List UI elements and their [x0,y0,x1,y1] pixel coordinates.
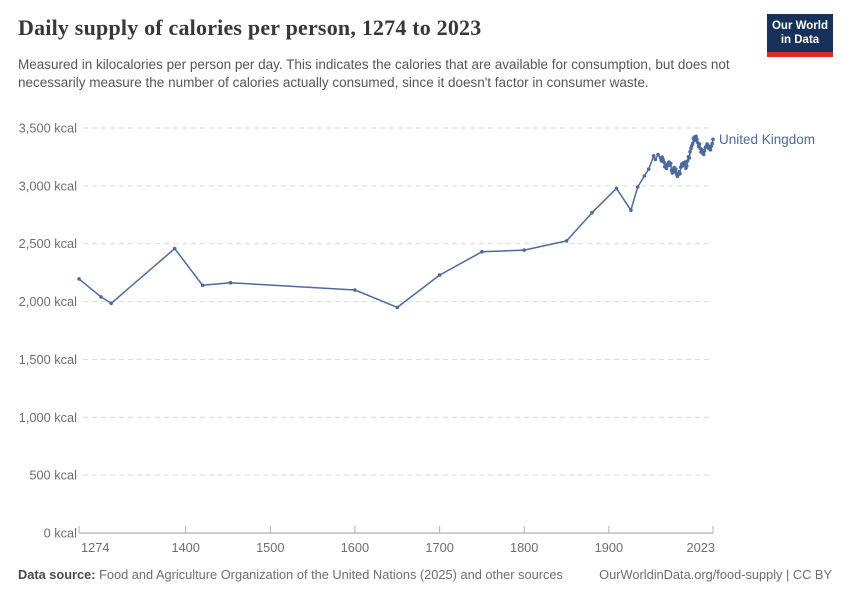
series-line [78,135,714,309]
x-axis-tick-label: 1600 [341,540,369,555]
x-axis: 1274 1400 1500 1600 1700 1800 1900 2023 [78,526,715,555]
license-link[interactable]: CC BY [792,567,832,582]
owid-logo-line1: Our World [771,20,828,32]
y-axis-tick-label: 1,000 kcal [19,410,77,425]
license-area: OurWorldinData.org/food-supply | CC BY [599,567,832,582]
gridlines [83,127,713,476]
owid-url-link[interactable]: OurWorldinData.org/food-supply [599,567,783,582]
x-axis-tick-label: 1900 [595,540,623,555]
owid-logo-line2: in Data [780,34,820,47]
data-source: Data source: Food and Agriculture Organi… [18,567,563,582]
x-axis-tick-label: 2023 [687,540,715,555]
chart-footer: Data source: Food and Agriculture Organi… [0,567,850,582]
y-axis-tick-label: 2,500 kcal [19,236,77,251]
y-axis-tick-label: 0 kcal [44,526,77,541]
x-axis-tick-label: 1274 [81,540,109,555]
y-axis-tick-label: 500 kcal [29,468,77,483]
x-axis-tick-label: 1800 [510,540,538,555]
y-axis-tick-label: 3,500 kcal [19,121,77,136]
x-axis-tick-label: 1500 [256,540,284,555]
x-axis-tick-label: 1400 [171,540,199,555]
y-axis-tick-label: 1,500 kcal [19,352,77,367]
y-axis-tick-label: 2,000 kcal [19,294,77,309]
license-separator: | [782,567,793,582]
x-axis-tick-label: 1700 [425,540,453,555]
data-point-markers [77,134,715,310]
y-axis-tick-labels: 0 kcal 500 kcal 1,000 kcal 1,500 kcal 2,000 … [19,121,77,541]
page-title: Daily supply of calories per person, 127… [18,15,482,40]
series-entity-label: United Kingdom [719,132,815,147]
y-axis-tick-label: 3,000 kcal [19,178,77,193]
owid-logo[interactable]: Our World in Data [767,14,833,57]
data-source-label: Data source: [18,567,96,582]
chart-subtitle: Measured in kilocalories per person per … [18,57,730,90]
data-source-text: Food and Agriculture Organization of the… [95,567,563,582]
